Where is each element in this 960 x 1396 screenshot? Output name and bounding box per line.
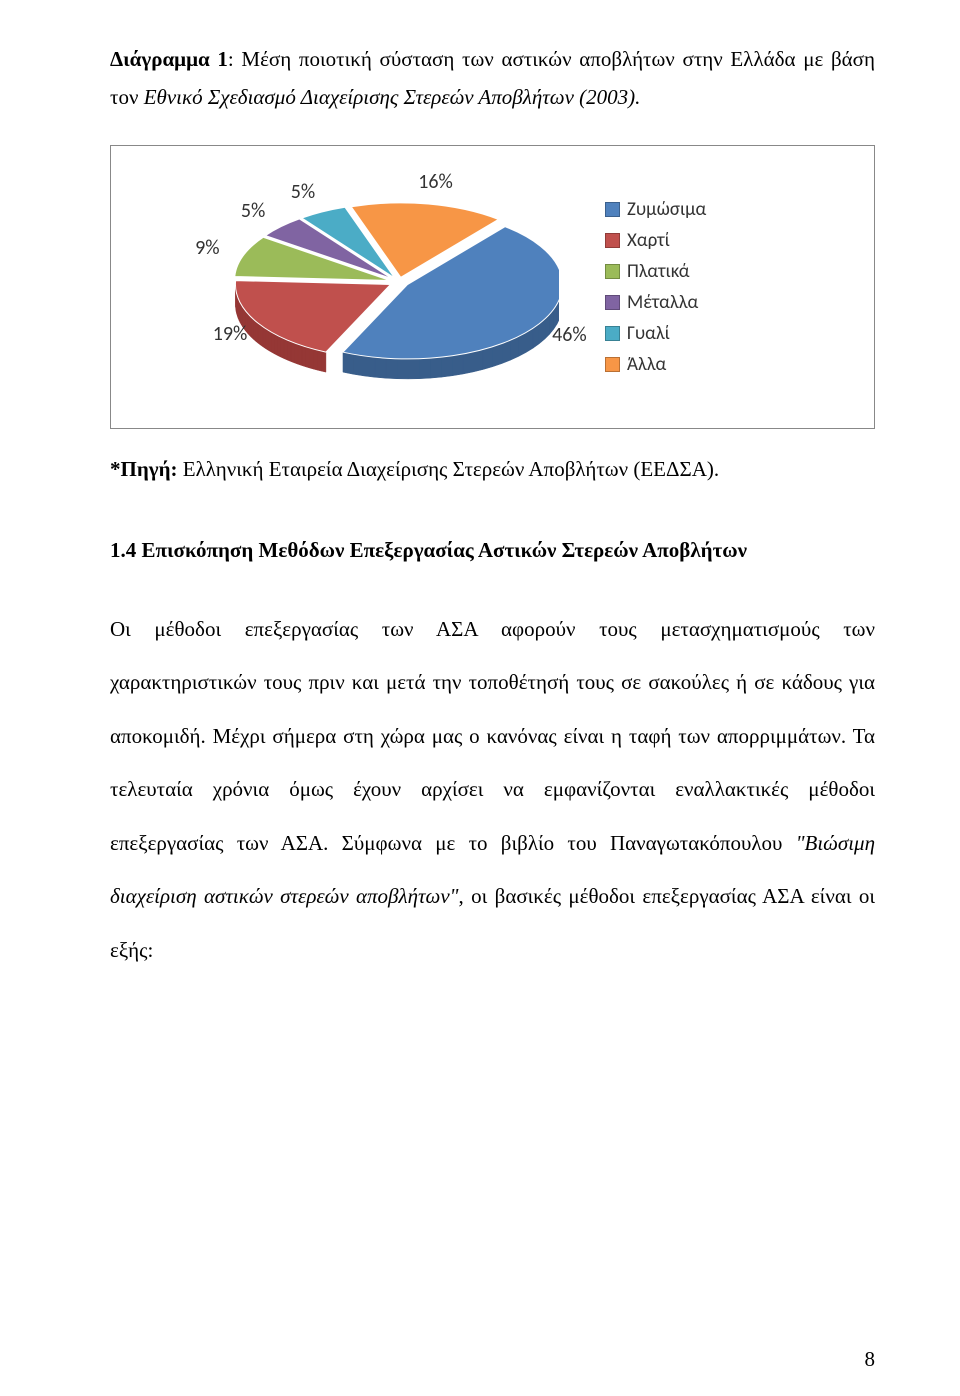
legend-label: Ζυμώσιμα (627, 198, 706, 221)
pie-pct-label: 5% (291, 180, 315, 204)
pie-pct-label: 46% (552, 323, 587, 347)
page: Διάγραμμα 1: Μέση ποιοτική σύσταση των α… (0, 0, 960, 1396)
legend-item: Πλατικά (605, 260, 856, 283)
legend-item: Γυαλί (605, 322, 856, 345)
legend-label: Γυαλί (627, 322, 670, 345)
caption-lead: Διάγραμμα 1 (110, 47, 228, 71)
legend-swatch (605, 264, 620, 279)
legend-label: Χαρτί (627, 229, 670, 252)
body-p1a: Οι μέθοδοι επεξεργασίας των ΑΣΑ αφορούν … (110, 617, 875, 855)
legend-item: Χαρτί (605, 229, 856, 252)
legend-swatch (605, 295, 620, 310)
legend-item: Ζυμώσιμα (605, 198, 856, 221)
pie-legend: Ζυμώσιμα Χαρτί Πλατικά Μέταλλα Γυαλί Άλλα (559, 190, 856, 384)
source-text: Ελληνική Εταιρεία Διαχείρισης Στερεών Απ… (178, 457, 720, 481)
legend-label: Μέταλλα (627, 291, 698, 314)
pie-pct-label: 19% (213, 322, 248, 346)
legend-label: Πλατικά (627, 260, 690, 283)
legend-swatch (605, 326, 620, 341)
legend-label: Άλλα (627, 353, 666, 376)
body-paragraph: Οι μέθοδοι επεξεργασίας των ΑΣΑ αφορούν … (110, 603, 875, 978)
pie-svg (129, 172, 559, 402)
source-label: *Πηγή: (110, 457, 178, 481)
figure-caption: Διάγραμμα 1: Μέση ποιοτική σύσταση των α… (110, 41, 875, 117)
pie-pct-label: 16% (418, 170, 453, 194)
chart-source: *Πηγή: Ελληνική Εταιρεία Διαχείρισης Στε… (110, 457, 875, 482)
legend-swatch (605, 202, 620, 217)
legend-swatch (605, 357, 620, 372)
legend-swatch (605, 233, 620, 248)
legend-item: Άλλα (605, 353, 856, 376)
pie-pct-label: 5% (241, 199, 265, 223)
pie-chart: 46%19%9%5%5%16% (129, 172, 559, 402)
pie-pct-label: 9% (195, 236, 219, 260)
section-heading: 1.4 Επισκόπηση Μεθόδων Επεξεργασίας Αστι… (110, 538, 875, 563)
legend-item: Μέταλλα (605, 291, 856, 314)
page-number: 8 (865, 1347, 876, 1372)
chart-inner: 46% 19% 9% 5% 5% 16% Ζυμώσιμα Χαρτί Πλατικά Μέτα… (129, 172, 856, 402)
caption-tail: Εθνικό Σχεδιασμό Διαχείρισης Στερεών Απο… (144, 85, 641, 109)
pie-chart-container: 46% 19% 9% 5% 5% 16% Ζυμώσιμα Χαρτί Πλατικά Μέτα… (110, 145, 875, 429)
